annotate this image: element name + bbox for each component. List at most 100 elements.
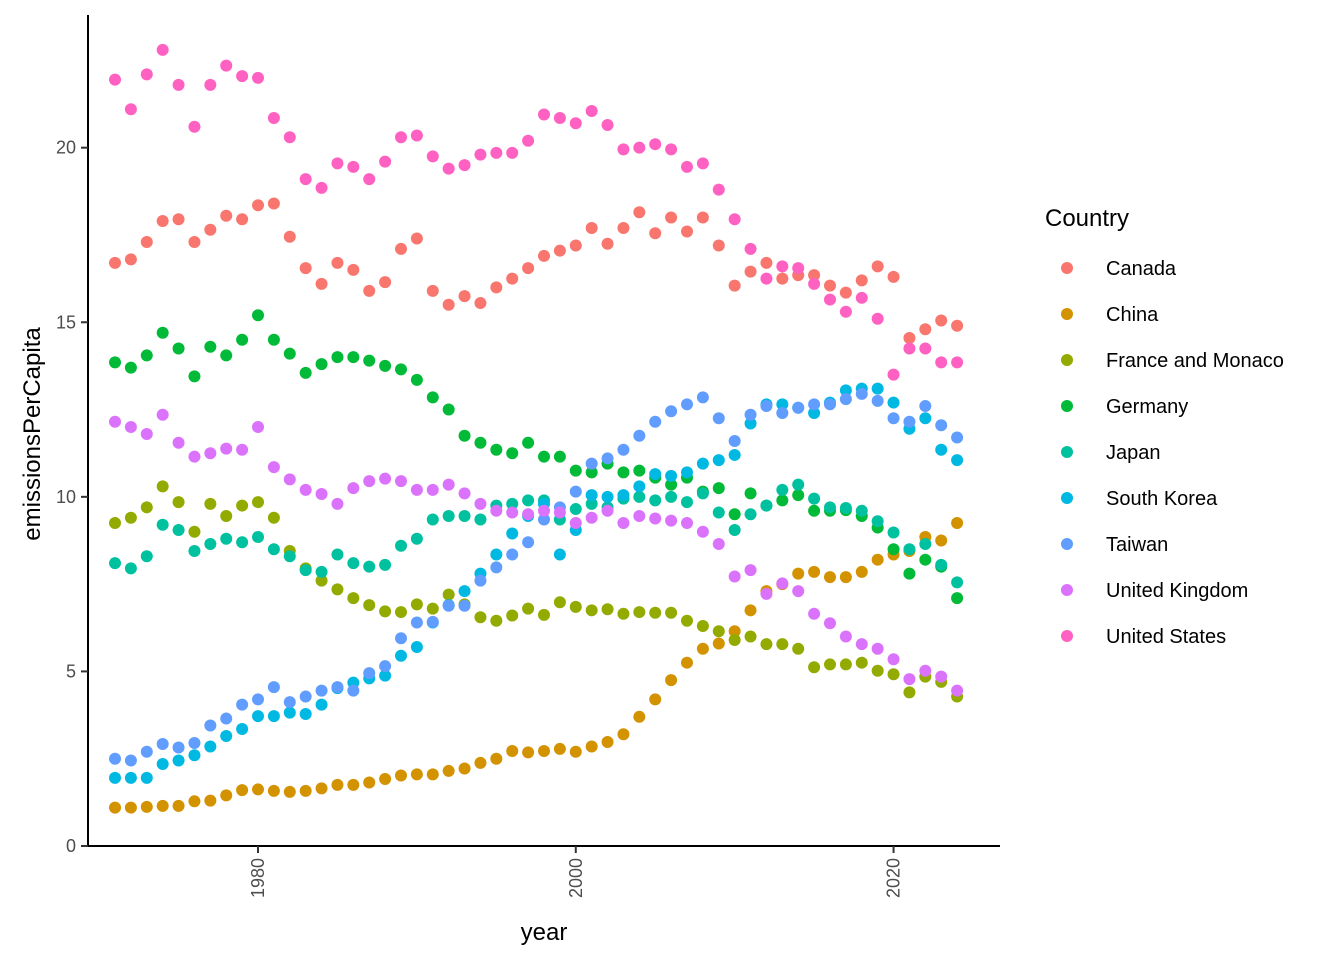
data-point xyxy=(315,277,328,290)
data-point xyxy=(855,565,868,578)
x-tick-label: 2000 xyxy=(566,858,586,898)
data-point xyxy=(776,407,789,420)
data-point xyxy=(124,511,137,524)
data-point xyxy=(188,544,201,557)
data-point xyxy=(887,668,900,681)
data-point xyxy=(458,599,471,612)
data-point xyxy=(760,272,773,285)
data-point xyxy=(220,59,233,72)
data-point xyxy=(188,795,201,808)
data-point xyxy=(665,143,678,156)
data-point xyxy=(458,510,471,523)
data-point xyxy=(204,740,217,753)
data-point xyxy=(633,510,646,523)
data-point xyxy=(331,157,344,170)
data-point xyxy=(474,297,487,310)
data-point xyxy=(760,400,773,413)
data-point xyxy=(410,598,423,611)
data-point xyxy=(649,227,662,240)
data-point xyxy=(522,494,535,507)
data-point xyxy=(267,511,280,524)
data-point xyxy=(140,745,153,758)
legend-label: Canada xyxy=(1106,258,1177,280)
data-point xyxy=(172,78,185,91)
data-point xyxy=(871,394,884,407)
data-point xyxy=(140,501,153,514)
data-point xyxy=(871,553,884,566)
series-south-korea xyxy=(109,382,964,784)
data-point xyxy=(236,784,249,797)
data-point xyxy=(903,331,916,344)
data-point xyxy=(951,576,964,589)
data-point xyxy=(379,472,392,485)
data-point xyxy=(601,490,614,503)
data-point xyxy=(252,530,265,543)
data-point xyxy=(363,667,376,680)
data-point xyxy=(426,615,439,628)
data-point xyxy=(252,496,265,509)
data-point xyxy=(744,242,757,255)
data-point xyxy=(347,592,360,605)
data-point xyxy=(919,664,932,677)
data-point xyxy=(744,564,757,577)
data-point xyxy=(410,483,423,496)
legend-label: Japan xyxy=(1106,442,1161,464)
data-point xyxy=(776,494,789,507)
data-point xyxy=(315,358,328,371)
data-point xyxy=(633,480,646,493)
data-point xyxy=(553,112,566,125)
data-point xyxy=(236,333,249,346)
data-point xyxy=(490,752,503,765)
data-point xyxy=(887,653,900,666)
data-point xyxy=(887,526,900,539)
data-point xyxy=(680,466,693,479)
data-point xyxy=(506,447,519,460)
data-point xyxy=(792,567,805,580)
legend-key xyxy=(1061,492,1073,504)
data-point xyxy=(267,681,280,694)
data-point xyxy=(156,43,169,56)
data-point xyxy=(839,630,852,643)
data-point xyxy=(109,256,122,269)
data-point xyxy=(363,599,376,612)
data-point xyxy=(188,450,201,463)
data-point xyxy=(299,173,312,186)
data-point xyxy=(220,730,233,743)
data-point xyxy=(633,429,646,442)
data-point xyxy=(347,160,360,173)
data-point xyxy=(808,661,821,674)
data-point xyxy=(236,698,249,711)
data-point xyxy=(680,225,693,238)
data-point xyxy=(220,712,233,725)
data-point xyxy=(696,391,709,404)
data-point xyxy=(935,443,948,456)
data-point xyxy=(569,503,582,516)
data-point xyxy=(363,354,376,367)
data-point xyxy=(712,625,725,638)
data-point xyxy=(426,513,439,526)
legend-label: United Kingdom xyxy=(1106,580,1248,602)
data-point xyxy=(792,585,805,598)
data-point xyxy=(315,684,328,697)
data-point xyxy=(744,265,757,278)
data-point xyxy=(109,415,122,428)
data-point xyxy=(951,517,964,530)
data-point xyxy=(522,536,535,549)
data-point xyxy=(156,408,169,421)
data-point xyxy=(585,511,598,524)
data-point xyxy=(538,108,550,121)
data-point xyxy=(283,696,296,709)
data-point xyxy=(887,270,900,283)
data-point xyxy=(601,735,614,748)
data-point xyxy=(379,155,392,168)
data-point xyxy=(379,772,392,785)
data-point xyxy=(903,342,916,355)
legend-key xyxy=(1061,308,1073,320)
data-point xyxy=(140,349,153,362)
data-point xyxy=(855,274,868,287)
data-point xyxy=(744,417,757,430)
data-point xyxy=(903,673,916,686)
data-point xyxy=(395,649,408,662)
data-point xyxy=(506,497,519,510)
data-point xyxy=(426,483,439,496)
